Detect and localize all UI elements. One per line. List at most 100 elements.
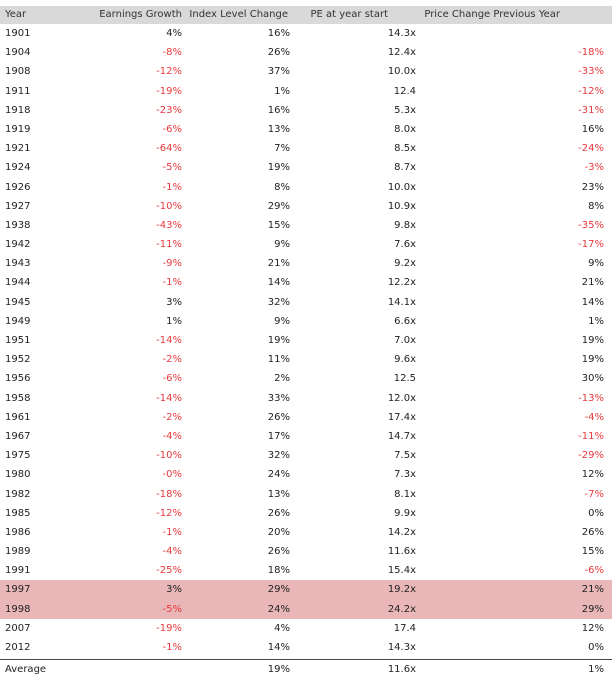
cell-year: 1949 xyxy=(5,315,31,327)
cell-earnings-growth: -5% xyxy=(162,603,182,615)
table-row: 1926 -1% 8% 10.0x 23% xyxy=(0,178,612,197)
cell-index-level-change: 14% xyxy=(267,277,290,289)
cell-year: 1924 xyxy=(5,162,31,174)
header-index-level-change: Index Level Change xyxy=(189,9,288,20)
cell-pe: 9.9x xyxy=(394,507,416,519)
cell-year: 1927 xyxy=(5,200,31,212)
cell-pe: 14.7x xyxy=(387,430,416,442)
cell-price-change: 19% xyxy=(581,335,604,346)
cell-pe: 11.6x xyxy=(387,546,416,558)
cell-price-change: 19% xyxy=(581,354,604,366)
cell-price-change: 21% xyxy=(581,277,604,289)
cell-pe: 17.4 xyxy=(393,622,416,634)
cell-earnings-growth: -1% xyxy=(162,181,182,193)
cell-index-level-change: 11% xyxy=(267,354,290,366)
table-row: 1911 -19% 1% 12.4 -12% xyxy=(0,82,612,101)
cell-year: 1958 xyxy=(5,392,31,404)
table-row: 2007 -19% 4% 17.4 12% xyxy=(0,619,612,638)
cell-price-change: 0% xyxy=(588,642,604,653)
cell-price-change: 30% xyxy=(581,373,604,385)
cell-index-level-change: 29% xyxy=(267,584,290,596)
cell-earnings-growth: -10% xyxy=(156,450,182,462)
header-earnings-growth: Earnings Growth xyxy=(99,9,182,20)
table-row: 1938 -43% 15% 9.8x -35% xyxy=(0,216,612,235)
average-row: Average 19% 11.6x 1% xyxy=(0,659,612,679)
cell-earnings-growth: 4% xyxy=(166,28,182,39)
cell-earnings-growth: -10% xyxy=(156,200,182,212)
cell-index-level-change: 14% xyxy=(267,642,290,653)
table-row: 1918 -23% 16% 5.3x -31% xyxy=(0,101,612,120)
cell-pe: 5.3x xyxy=(394,104,416,116)
table-row: 1942 -11% 9% 7.6x -17% xyxy=(0,235,612,254)
cell-index-level-change: 15% xyxy=(267,219,290,231)
cell-index-level-change: 24% xyxy=(267,469,290,481)
cell-index-level-change: 4% xyxy=(274,622,290,634)
cell-year: 1967 xyxy=(5,430,31,442)
cell-index-level-change: 18% xyxy=(267,565,290,577)
cell-index-level-change: 19% xyxy=(267,335,290,346)
cell-earnings-growth: -4% xyxy=(162,430,182,442)
cell-year: 2012 xyxy=(5,642,31,653)
cell-year: 1901 xyxy=(5,28,31,39)
cell-earnings-growth: -25% xyxy=(156,565,182,577)
cell-year: 1951 xyxy=(5,335,31,346)
table-row: 1986 -1% 20% 14.2x 26% xyxy=(0,523,612,542)
cell-index-level-change: 17% xyxy=(267,430,290,442)
cell-earnings-growth: 3% xyxy=(166,584,182,596)
cell-price-change: -35% xyxy=(578,219,604,231)
cell-year: 2007 xyxy=(5,622,31,634)
cell-earnings-growth: -9% xyxy=(162,258,182,270)
cell-year: 1980 xyxy=(5,469,31,481)
cell-earnings-growth: -12% xyxy=(156,66,182,78)
average-price-change: 1% xyxy=(588,664,604,676)
average-index-level-change: 19% xyxy=(267,664,290,676)
cell-index-level-change: 37% xyxy=(267,66,290,78)
cell-earnings-growth: -43% xyxy=(156,219,182,231)
cell-pe: 10.9x xyxy=(387,200,416,212)
table-row: 1944 -1% 14% 12.2x 21% xyxy=(0,273,612,292)
cell-pe: 8.5x xyxy=(394,143,416,155)
cell-pe: 17.4x xyxy=(387,411,416,423)
cell-earnings-growth: -1% xyxy=(162,642,182,653)
cell-index-level-change: 20% xyxy=(267,526,290,538)
cell-earnings-growth: -1% xyxy=(162,277,182,289)
cell-earnings-growth: -1% xyxy=(162,526,182,538)
cell-pe: 9.8x xyxy=(394,219,416,231)
cell-pe: 24.2x xyxy=(387,603,416,615)
cell-pe: 14.2x xyxy=(387,526,416,538)
cell-index-level-change: 7% xyxy=(274,143,290,155)
cell-year: 1985 xyxy=(5,507,31,519)
data-table: Year Earnings Growth Index Level Change … xyxy=(0,6,612,679)
table-row: 1998 -5% 24% 24.2x 29% xyxy=(0,599,612,619)
cell-price-change: 16% xyxy=(581,123,604,135)
cell-year: 1919 xyxy=(5,123,31,135)
cell-earnings-growth: 1% xyxy=(166,315,182,327)
cell-pe: 9.2x xyxy=(394,258,416,270)
cell-price-change: 12% xyxy=(581,622,604,634)
cell-index-level-change: 26% xyxy=(267,546,290,558)
cell-price-change: 0% xyxy=(588,507,604,519)
table-row: 1943 -9% 21% 9.2x 9% xyxy=(0,254,612,273)
cell-price-change: -3% xyxy=(584,162,604,174)
cell-price-change: -13% xyxy=(578,392,604,404)
cell-year: 1998 xyxy=(5,603,31,615)
table-row: 2012 -1% 14% 14.3x 0% xyxy=(0,638,612,657)
cell-index-level-change: 33% xyxy=(267,392,290,404)
table-row: 1919 -6% 13% 8.0x 16% xyxy=(0,120,612,139)
cell-pe: 10.0x xyxy=(387,181,416,193)
cell-earnings-growth: -64% xyxy=(156,143,182,155)
cell-pe: 14.3x xyxy=(387,642,416,653)
cell-pe: 12.0x xyxy=(387,392,416,404)
cell-price-change: 1% xyxy=(588,315,604,327)
cell-index-level-change: 26% xyxy=(267,507,290,519)
cell-index-level-change: 9% xyxy=(274,315,290,327)
cell-price-change: 8% xyxy=(588,200,604,212)
table-row: 1989 -4% 26% 11.6x 15% xyxy=(0,542,612,561)
cell-index-level-change: 26% xyxy=(267,411,290,423)
cell-year: 1926 xyxy=(5,181,31,193)
cell-year: 1991 xyxy=(5,565,31,577)
cell-earnings-growth: -19% xyxy=(156,85,182,97)
cell-price-change: 9% xyxy=(588,258,604,270)
cell-price-change: -24% xyxy=(578,143,604,155)
cell-pe: 12.4x xyxy=(387,47,416,59)
